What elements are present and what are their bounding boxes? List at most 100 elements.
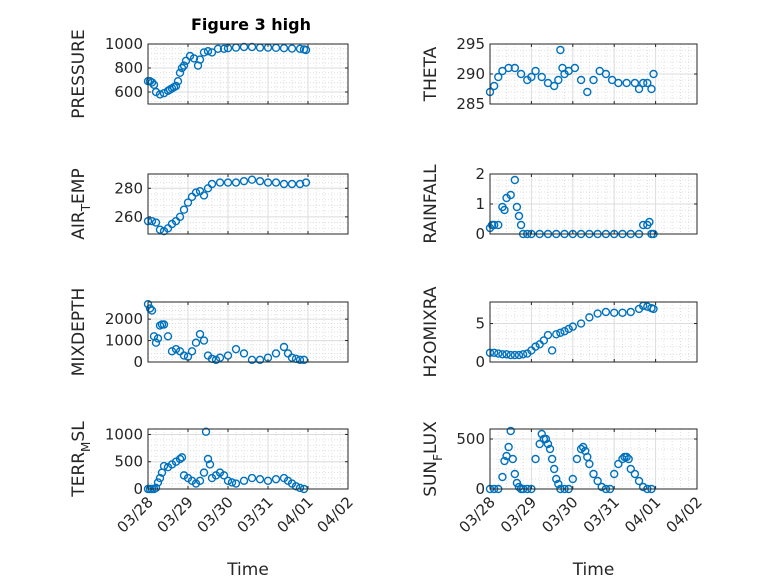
data-point	[153, 334, 163, 343]
data-point	[614, 459, 623, 469]
data-point	[552, 330, 561, 339]
axes-background	[148, 44, 348, 104]
data-point	[223, 476, 233, 486]
data-point	[618, 454, 627, 464]
data-point	[159, 461, 169, 471]
data-point	[514, 482, 524, 492]
y-tick-label: 500	[114, 453, 143, 471]
x-tick-label: 03/31	[580, 493, 623, 536]
data-point	[207, 179, 217, 189]
data-point	[506, 426, 515, 436]
data-point	[291, 482, 301, 491]
data-point	[199, 48, 209, 57]
data-point	[201, 427, 211, 436]
x-tick-label: 03/28	[114, 493, 157, 536]
data-point	[199, 468, 209, 477]
data-point	[187, 347, 197, 356]
axes-frame	[489, 301, 698, 363]
y-axis-label: RAINFALL	[421, 164, 441, 244]
data-point	[510, 175, 520, 185]
data-point	[239, 349, 249, 358]
x-tick-label: 04/02	[314, 493, 357, 536]
data-point	[279, 44, 289, 53]
y-tick-label: 0	[133, 353, 143, 371]
data-point	[175, 454, 185, 464]
data-point	[649, 304, 658, 314]
data-point	[489, 348, 499, 357]
data-point	[191, 188, 201, 197]
data-point	[213, 44, 223, 53]
data-point	[498, 472, 507, 482]
data-point	[287, 44, 297, 53]
data-point	[549, 81, 559, 91]
x-tick-label: 04/01	[274, 493, 317, 536]
data-point	[618, 308, 627, 317]
data-point	[287, 179, 297, 189]
data-point	[301, 45, 311, 55]
data-point	[593, 309, 602, 318]
data-point	[545, 444, 555, 454]
x-tick-label: 03/29	[154, 493, 197, 536]
data-point	[510, 469, 520, 479]
data-point	[601, 307, 611, 317]
y-axis-label-rest: EMP	[69, 168, 89, 204]
x-tick-label: 03/30	[194, 493, 237, 536]
data-point	[560, 327, 569, 336]
y-tick-label: 280	[114, 179, 143, 197]
data-point	[207, 48, 217, 57]
y-tick-label: 2000	[105, 310, 143, 328]
data-point	[576, 319, 586, 328]
data-point	[295, 44, 305, 53]
y-tick-label: 1	[475, 195, 485, 213]
y-axis-label-main: AIR	[69, 211, 89, 240]
data-point	[549, 464, 559, 474]
data-point	[295, 179, 305, 189]
y-tick-label: 0	[475, 480, 485, 498]
data-point	[151, 338, 161, 347]
y-axis-label-main: SUN	[421, 461, 441, 497]
data-point	[247, 355, 257, 365]
x-axis-label: Time	[226, 560, 269, 580]
data-point	[543, 439, 553, 449]
data-point	[271, 178, 281, 187]
data-point	[643, 78, 652, 88]
data-point	[171, 344, 181, 354]
subplot-1: 600 800 1000 PRESSURE	[69, 29, 349, 119]
y-tick-label: 1000	[105, 332, 143, 350]
data-point	[498, 350, 507, 359]
data-point	[301, 178, 311, 187]
y-tick-label: 500	[456, 430, 485, 448]
data-point	[504, 63, 513, 73]
data-point	[295, 483, 305, 493]
data-point	[149, 80, 159, 90]
data-point	[502, 350, 511, 359]
data-point	[159, 320, 169, 329]
data-point	[535, 439, 544, 449]
data-point	[630, 78, 640, 88]
data-point	[585, 459, 594, 469]
data-point	[223, 178, 233, 187]
data-point	[151, 483, 161, 493]
axes-frame	[147, 43, 349, 105]
data-point	[578, 442, 588, 452]
data-point	[516, 220, 526, 230]
data-point	[295, 355, 305, 365]
subplot-6: 0 5 H2OMIXRA	[421, 286, 698, 378]
data-point	[179, 351, 189, 360]
data-point	[539, 336, 549, 345]
data-point	[279, 179, 289, 189]
data-point	[564, 324, 573, 334]
data-point	[203, 47, 213, 56]
data-point	[183, 198, 193, 207]
x-tick-label: 04/01	[621, 493, 664, 536]
data-point	[171, 81, 181, 91]
y-tick-label: 800	[114, 59, 143, 77]
axes-frame	[147, 428, 349, 490]
data-point	[231, 479, 241, 488]
data-point	[255, 355, 265, 365]
data-point	[576, 75, 586, 85]
data-point	[614, 78, 623, 88]
figure-title: Figure 3 high	[191, 15, 311, 34]
